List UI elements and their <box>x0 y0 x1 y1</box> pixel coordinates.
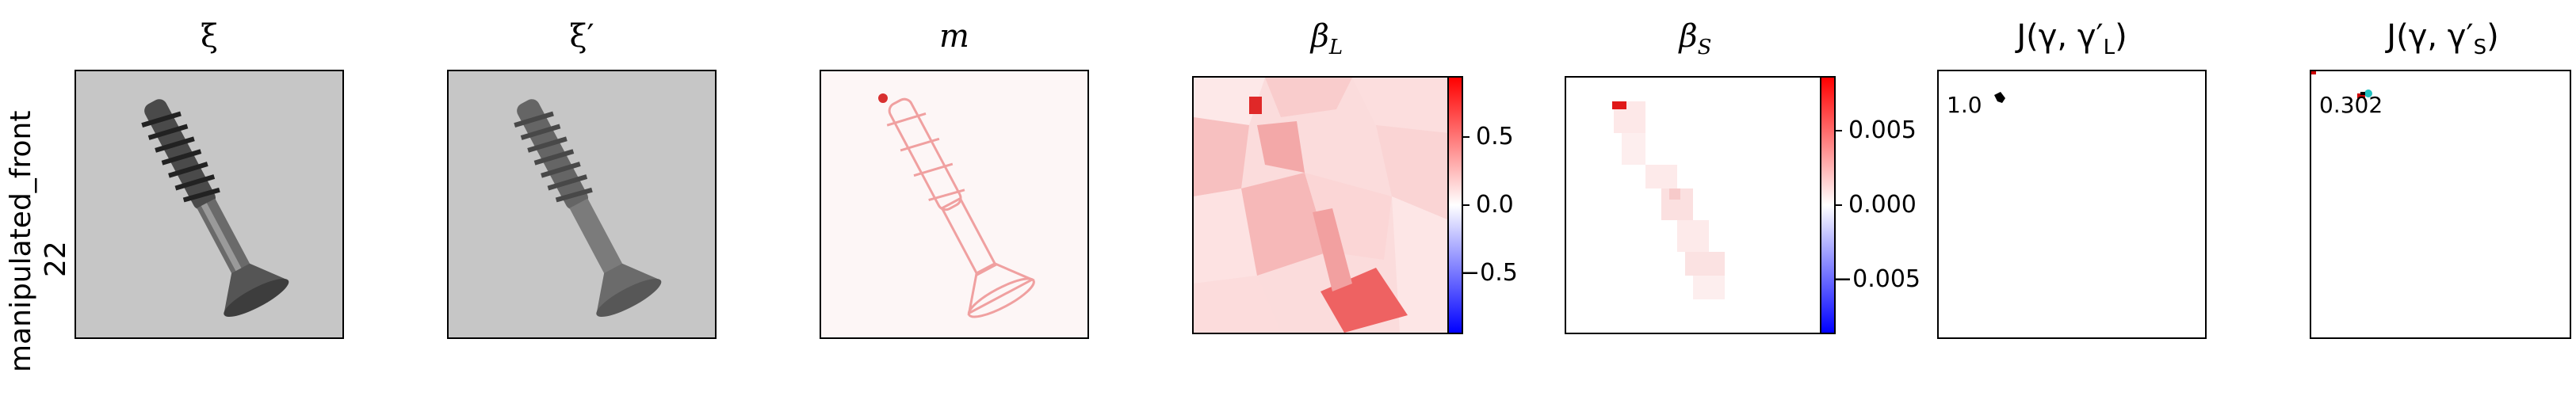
panel-title-j-l-post: ) <box>2115 18 2127 55</box>
screw-image-xi-prime <box>449 71 715 337</box>
row-label-line2: 22 <box>40 241 72 277</box>
beta-s-heatmap <box>1566 78 1821 333</box>
colorbar-beta-l-tickmark-2 <box>1463 272 1470 274</box>
j-l-value: 1.0 <box>1947 92 1982 118</box>
colorbar-beta-l-tick-1: 0.0 <box>1476 191 1514 219</box>
colorbar-beta-s-tick-2: −0.005 <box>1833 265 1921 293</box>
colorbar-beta-s <box>1820 76 1836 334</box>
colorbar-beta-l-tickmark-0 <box>1463 136 1470 138</box>
colorbar-beta-l-tickmark-1 <box>1463 204 1470 206</box>
panel-title-m: m <box>939 18 969 55</box>
image-m <box>820 70 1089 339</box>
plot-j-s: 0.302 <box>2310 70 2571 339</box>
image-beta-s <box>1565 76 1823 334</box>
panel-title-beta-s: βS <box>1565 17 1826 67</box>
image-xi <box>75 70 344 339</box>
colorbar-beta-s-tick-1: 0.000 <box>1848 191 1917 219</box>
colorbar-beta-l-tick-0: 0.5 <box>1476 123 1514 150</box>
row-label: manipulated_front 22 <box>5 48 76 372</box>
colorbar-beta-l-tick-2: −0.5 <box>1460 259 1518 287</box>
panel-title-beta-s-main: β <box>1679 18 1698 55</box>
colorbar-beta-l <box>1447 76 1463 334</box>
mask-image-m <box>821 71 1087 337</box>
panel-title-j-s-post: ) <box>2486 18 2499 55</box>
panel-title-beta-l: βL <box>1192 17 1462 67</box>
panel-title-j-s: J(γ, γ′S) <box>2310 17 2576 67</box>
j-s-markers <box>2311 71 2372 98</box>
panel-title-beta-s-sub: S <box>1697 36 1712 59</box>
colorbar-beta-s-tick-0: 0.005 <box>1848 116 1917 144</box>
colorbar-beta-s-tickmark-0 <box>1836 130 1842 131</box>
panel-title-j-s-sub: S <box>2473 36 2487 59</box>
image-xi-prime <box>447 70 717 339</box>
panel-title-xi: ξ <box>200 18 219 55</box>
panel-title-j-l-sub: L <box>2103 36 2115 59</box>
panel-title-beta-l-sub: L <box>1328 36 1343 59</box>
colorbar-beta-s-tickmark-2 <box>1836 279 1842 280</box>
panel-title-j-l: J(γ, γ′L) <box>1937 17 2207 67</box>
plot-j-l: 1.0 <box>1937 70 2207 339</box>
panel-title-xi-prime: ξ′ <box>569 18 594 55</box>
row-label-line1: manipulated_front <box>5 110 37 372</box>
panel-title-j-l-pre: J(γ, γ′ <box>2016 18 2104 55</box>
panel-title-j-s-pre: J(γ, γ′ <box>2387 18 2474 55</box>
screw-image-xi <box>76 71 342 337</box>
colorbar-beta-s-tickmark-1 <box>1836 204 1842 206</box>
image-beta-l <box>1192 76 1450 334</box>
panel-title-beta-l-main: β <box>1310 18 1329 55</box>
j-l-marker <box>1994 92 2005 103</box>
j-s-value: 0.302 <box>2319 92 2383 118</box>
beta-l-heatmap <box>1194 78 1449 333</box>
